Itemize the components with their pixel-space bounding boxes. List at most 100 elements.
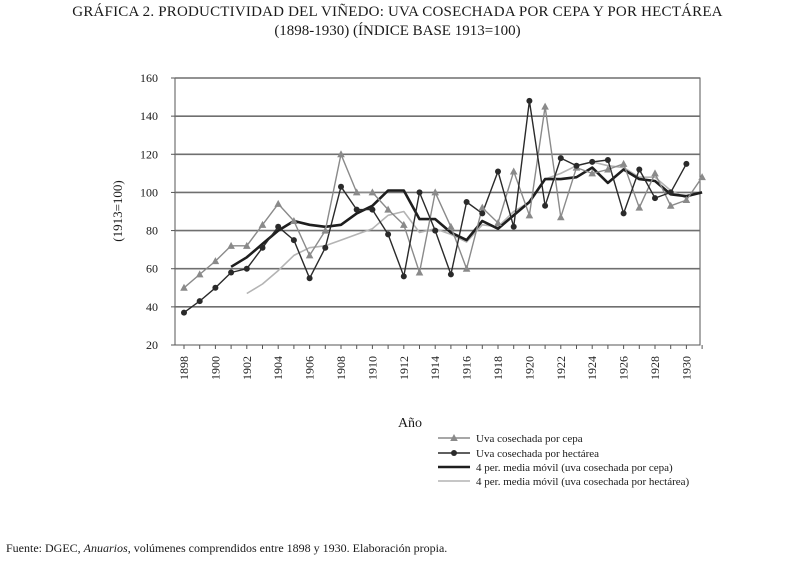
data-point-hectarea [557, 155, 564, 162]
data-point-cepa [666, 201, 675, 209]
data-point-cepa [651, 169, 659, 177]
y-tick-label: 140 [140, 109, 158, 123]
data-point-cepa [274, 199, 282, 207]
data-point-hectarea [573, 162, 580, 169]
data-point-hectarea [353, 206, 360, 213]
chart-title: GRÁFICA 2. PRODUCTIVIDAD DEL VIÑEDO: UVA… [72, 4, 723, 20]
data-point-hectarea [290, 237, 297, 244]
data-point-hectarea [447, 271, 454, 278]
y-axis-label: (1913=100) [110, 180, 125, 242]
data-point-cepa [305, 251, 314, 259]
x-tick-label: 1924 [585, 356, 599, 380]
y-tick-label: 60 [146, 262, 158, 276]
plot-frame [174, 77, 701, 346]
data-point-cepa [525, 211, 534, 219]
data-point-cepa [604, 165, 612, 173]
x-tick-label: 1930 [679, 356, 693, 380]
data-point-hectarea [259, 244, 266, 251]
data-point-cepa [243, 241, 251, 249]
data-point-hectarea [243, 265, 250, 272]
data-point-hectarea [228, 269, 235, 276]
data-point-hectarea [400, 273, 407, 280]
y-tick-label: 160 [140, 71, 158, 85]
data-point-cepa [384, 205, 392, 213]
legend-swatch-marker [451, 450, 457, 456]
data-point-cepa [557, 213, 565, 221]
x-tick-label: 1922 [554, 356, 568, 380]
data-point-hectarea [306, 275, 313, 282]
data-point-cepa [619, 159, 628, 167]
data-point-cepa [321, 226, 330, 234]
legend-label: Uva cosechada por cepa [476, 433, 583, 445]
chart: 20 40 60 80 100 120 140 160 1898 1900 1902 1904 1906… [110, 71, 706, 488]
y-tick-label: 40 [146, 300, 158, 314]
data-point-cepa [478, 203, 487, 211]
legend-swatch-marker [450, 434, 458, 441]
data-point-hectarea [385, 231, 392, 238]
data-point-hectarea [652, 195, 658, 202]
data-point-cepa [180, 283, 188, 291]
data-point-cepa [447, 222, 455, 230]
chart-subtitle: (1898-1930) (ÍNDICE BASE 1913=100) [274, 23, 521, 39]
data-point-hectarea [589, 158, 596, 165]
source-note: Fuente: DGEC, Anuarios, volúmenes compre… [6, 541, 447, 556]
x-tick-label: 1898 [177, 356, 191, 380]
data-point-hectarea [510, 223, 517, 230]
data-point-hectarea [369, 206, 376, 213]
data-point-cepa [337, 150, 345, 158]
series-line-1 [183, 100, 688, 314]
data-point-hectarea [479, 210, 486, 217]
x-tick-label: 1900 [208, 356, 222, 380]
data-point-hectarea [322, 244, 329, 251]
source-prefix: Fuente: [6, 541, 45, 555]
x-tick-label: 1926 [617, 356, 631, 380]
x-tick-label: 1910 [365, 356, 379, 380]
x-tick-label: 1912 [397, 356, 411, 380]
data-point-hectarea [338, 183, 344, 190]
data-point-cepa [698, 173, 706, 181]
data-point-hectarea [181, 309, 187, 316]
data-point-hectarea [275, 223, 282, 230]
data-point-cepa [494, 218, 502, 226]
data-point-cepa [588, 169, 596, 177]
data-point-cepa [195, 270, 204, 278]
x-tick-label: 1916 [460, 356, 474, 380]
legend-label: Uva cosechada por hectárea [476, 448, 599, 460]
y-tick-label: 100 [140, 185, 158, 199]
data-point-hectarea [432, 227, 439, 234]
data-point-hectarea [526, 97, 533, 104]
x-axis-label: Año [398, 416, 422, 431]
y-tick-label: 120 [140, 147, 158, 161]
data-point-hectarea [542, 202, 549, 209]
data-point-cepa [211, 257, 220, 265]
data-point-hectarea [495, 168, 501, 175]
data-point-hectarea [604, 157, 611, 164]
source-sep: , [77, 541, 84, 555]
data-point-cepa [415, 268, 424, 276]
x-tick-label: 1904 [271, 356, 285, 380]
x-tick-label: 1906 [303, 356, 317, 380]
data-point-cepa [431, 188, 439, 196]
data-point-cepa [462, 264, 471, 272]
data-point-cepa [352, 188, 361, 196]
data-point-cepa [258, 220, 267, 228]
source-rest: , volúmenes comprendidos entre 1898 y 19… [127, 541, 448, 555]
data-point-hectarea [212, 284, 219, 291]
data-point-hectarea [196, 298, 203, 305]
data-point-cepa [368, 188, 377, 196]
data-point-cepa [290, 217, 298, 225]
data-point-hectarea [416, 189, 423, 196]
data-point-hectarea [683, 160, 690, 167]
series-line-2 [230, 166, 703, 268]
x-tick-label: 1908 [334, 356, 348, 380]
y-tick-label: 80 [146, 224, 158, 238]
data-point-cepa [400, 220, 408, 228]
source-abbr: DGEC [45, 541, 78, 555]
data-point-cepa [227, 241, 235, 249]
x-tick-label: 1928 [648, 356, 662, 380]
data-point-hectarea [620, 210, 627, 217]
series-line-0 [183, 105, 703, 289]
data-point-hectarea [667, 189, 674, 196]
y-tick-label: 20 [146, 338, 158, 352]
x-tick-label: 1920 [522, 356, 536, 380]
